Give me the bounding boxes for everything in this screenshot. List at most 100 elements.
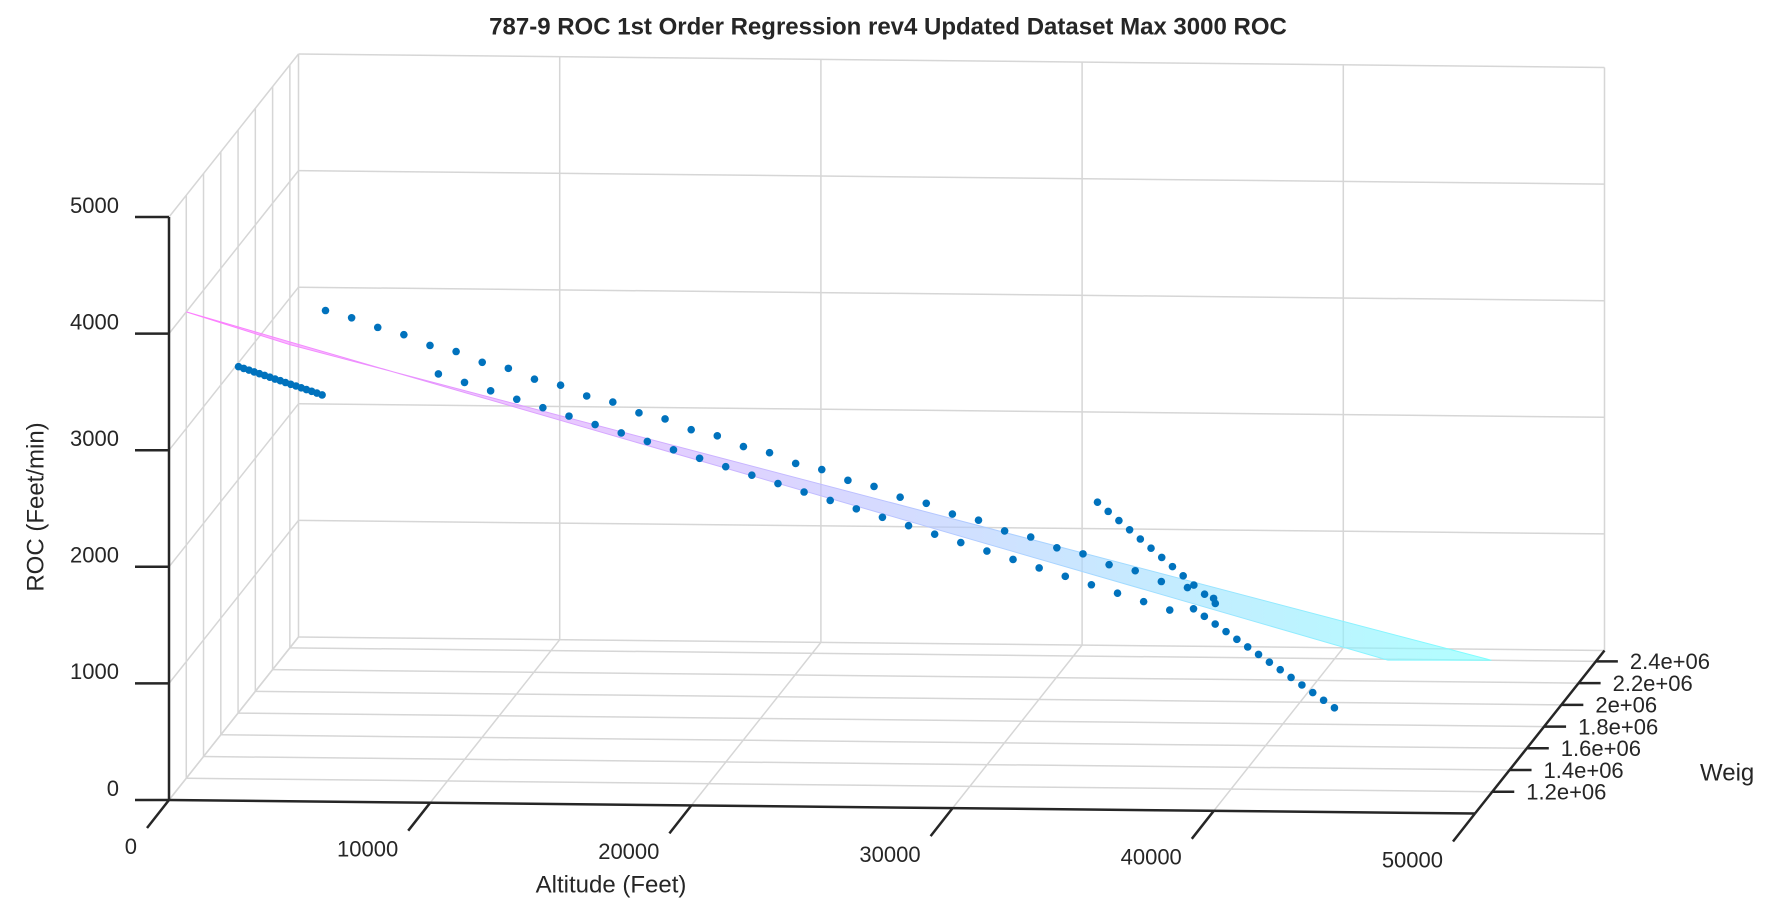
- data-point: [609, 398, 617, 406]
- data-point: [826, 496, 834, 505]
- data-point: [765, 448, 774, 457]
- data-point: [1105, 560, 1113, 569]
- y-axis: [1474, 649, 1606, 815]
- data-point: [661, 415, 669, 423]
- x-axis: [168, 798, 1476, 815]
- grid-line: [298, 403, 1605, 419]
- grid-line: [186, 777, 1493, 793]
- data-point: [896, 493, 904, 501]
- data-point: [1308, 688, 1317, 697]
- data-point: [1165, 606, 1174, 614]
- data-point: [1093, 498, 1102, 506]
- z-tick-label: 4000: [70, 309, 119, 334]
- grid-line: [1213, 647, 1344, 812]
- data-point: [748, 471, 756, 479]
- data-point: [713, 432, 722, 440]
- x-tick-label: 0: [125, 834, 137, 859]
- x-tick-label: 20000: [598, 839, 659, 864]
- data-point: [739, 442, 748, 451]
- data-point: [617, 429, 626, 437]
- grid-line: [298, 169, 1605, 185]
- grid-line: [168, 286, 300, 451]
- z-tick-label: 0: [107, 776, 119, 801]
- data-point: [922, 499, 931, 508]
- data-point: [1053, 543, 1061, 552]
- data-point: [1061, 572, 1070, 581]
- data-point: [1330, 704, 1339, 712]
- data-point: [1035, 564, 1043, 572]
- grid-line: [690, 641, 822, 806]
- data-point: [1136, 535, 1145, 543]
- z-tick-label: 3000: [70, 426, 119, 451]
- data-point: [1113, 589, 1122, 597]
- x-tick-label: 10000: [337, 837, 398, 862]
- data-point: [974, 516, 983, 524]
- data-point: [347, 313, 356, 322]
- data-point: [1000, 527, 1009, 535]
- z-tick-label: 1000: [70, 659, 119, 684]
- data-point: [1211, 599, 1220, 608]
- y-axis-label: Weig: [1700, 759, 1754, 786]
- data-point: [695, 454, 704, 463]
- y-tick-label: 1.2e+06: [1526, 780, 1606, 805]
- grid-line: [168, 636, 300, 801]
- grid-line: [168, 53, 300, 218]
- y-tick-label: 2e+06: [1595, 693, 1657, 718]
- data-point: [1009, 555, 1017, 564]
- data-point: [669, 446, 678, 454]
- data-point: [565, 412, 573, 420]
- data-point: [870, 482, 878, 491]
- data-point: [1287, 673, 1295, 682]
- grid-line: [289, 647, 1596, 663]
- z-tick-label: 5000: [70, 193, 119, 218]
- grid-line: [168, 170, 300, 335]
- data-point: [904, 521, 913, 530]
- x-tick-label: 30000: [859, 842, 920, 867]
- data-point: [1131, 566, 1140, 575]
- y-tick-label: 1.4e+06: [1544, 758, 1624, 783]
- x-tick: [407, 801, 432, 832]
- grid-line: [429, 639, 561, 804]
- data-point: [791, 459, 800, 468]
- data-point: [400, 330, 408, 339]
- data-point: [635, 409, 643, 417]
- data-point: [1233, 635, 1241, 644]
- data-point: [1200, 590, 1209, 599]
- chart-title: 787-9 ROC 1st Order Regression rev4 Upda…: [489, 13, 1287, 40]
- x-tick-label: 50000: [1382, 847, 1443, 872]
- data-point: [800, 488, 808, 496]
- data-point: [1190, 581, 1198, 589]
- data-point: [1139, 597, 1148, 606]
- x-axis-label: Altitude (Feet): [536, 871, 687, 898]
- data-point: [878, 513, 887, 522]
- data-point: [1222, 627, 1230, 636]
- data-point: [983, 547, 991, 555]
- data-point: [321, 306, 330, 315]
- data-point: [930, 530, 939, 538]
- data-point: [318, 391, 326, 399]
- data-point: [1087, 580, 1096, 589]
- data-point: [460, 378, 469, 387]
- data-point: [434, 370, 443, 378]
- grid-line: [238, 712, 1545, 728]
- data-point: [1319, 696, 1328, 705]
- grid-line: [203, 755, 1510, 771]
- grid-line: [220, 734, 1527, 750]
- z-axis-label: ROC (Feet/min): [22, 422, 49, 591]
- data-point: [1211, 620, 1219, 628]
- data-point: [452, 347, 460, 356]
- data-point: [1125, 525, 1134, 534]
- data-point: [582, 392, 591, 400]
- data-point: [1026, 533, 1035, 541]
- x-tick: [1452, 812, 1476, 843]
- data-point: [1115, 516, 1123, 525]
- data-point: [512, 395, 521, 404]
- grid-line: [255, 690, 1562, 706]
- data-point: [1168, 562, 1177, 571]
- data-point: [373, 323, 382, 332]
- data-point: [1183, 583, 1192, 592]
- data-point: [1298, 681, 1306, 689]
- data-point: [1179, 572, 1187, 580]
- data-point: [1157, 553, 1166, 562]
- data-point: [844, 476, 852, 485]
